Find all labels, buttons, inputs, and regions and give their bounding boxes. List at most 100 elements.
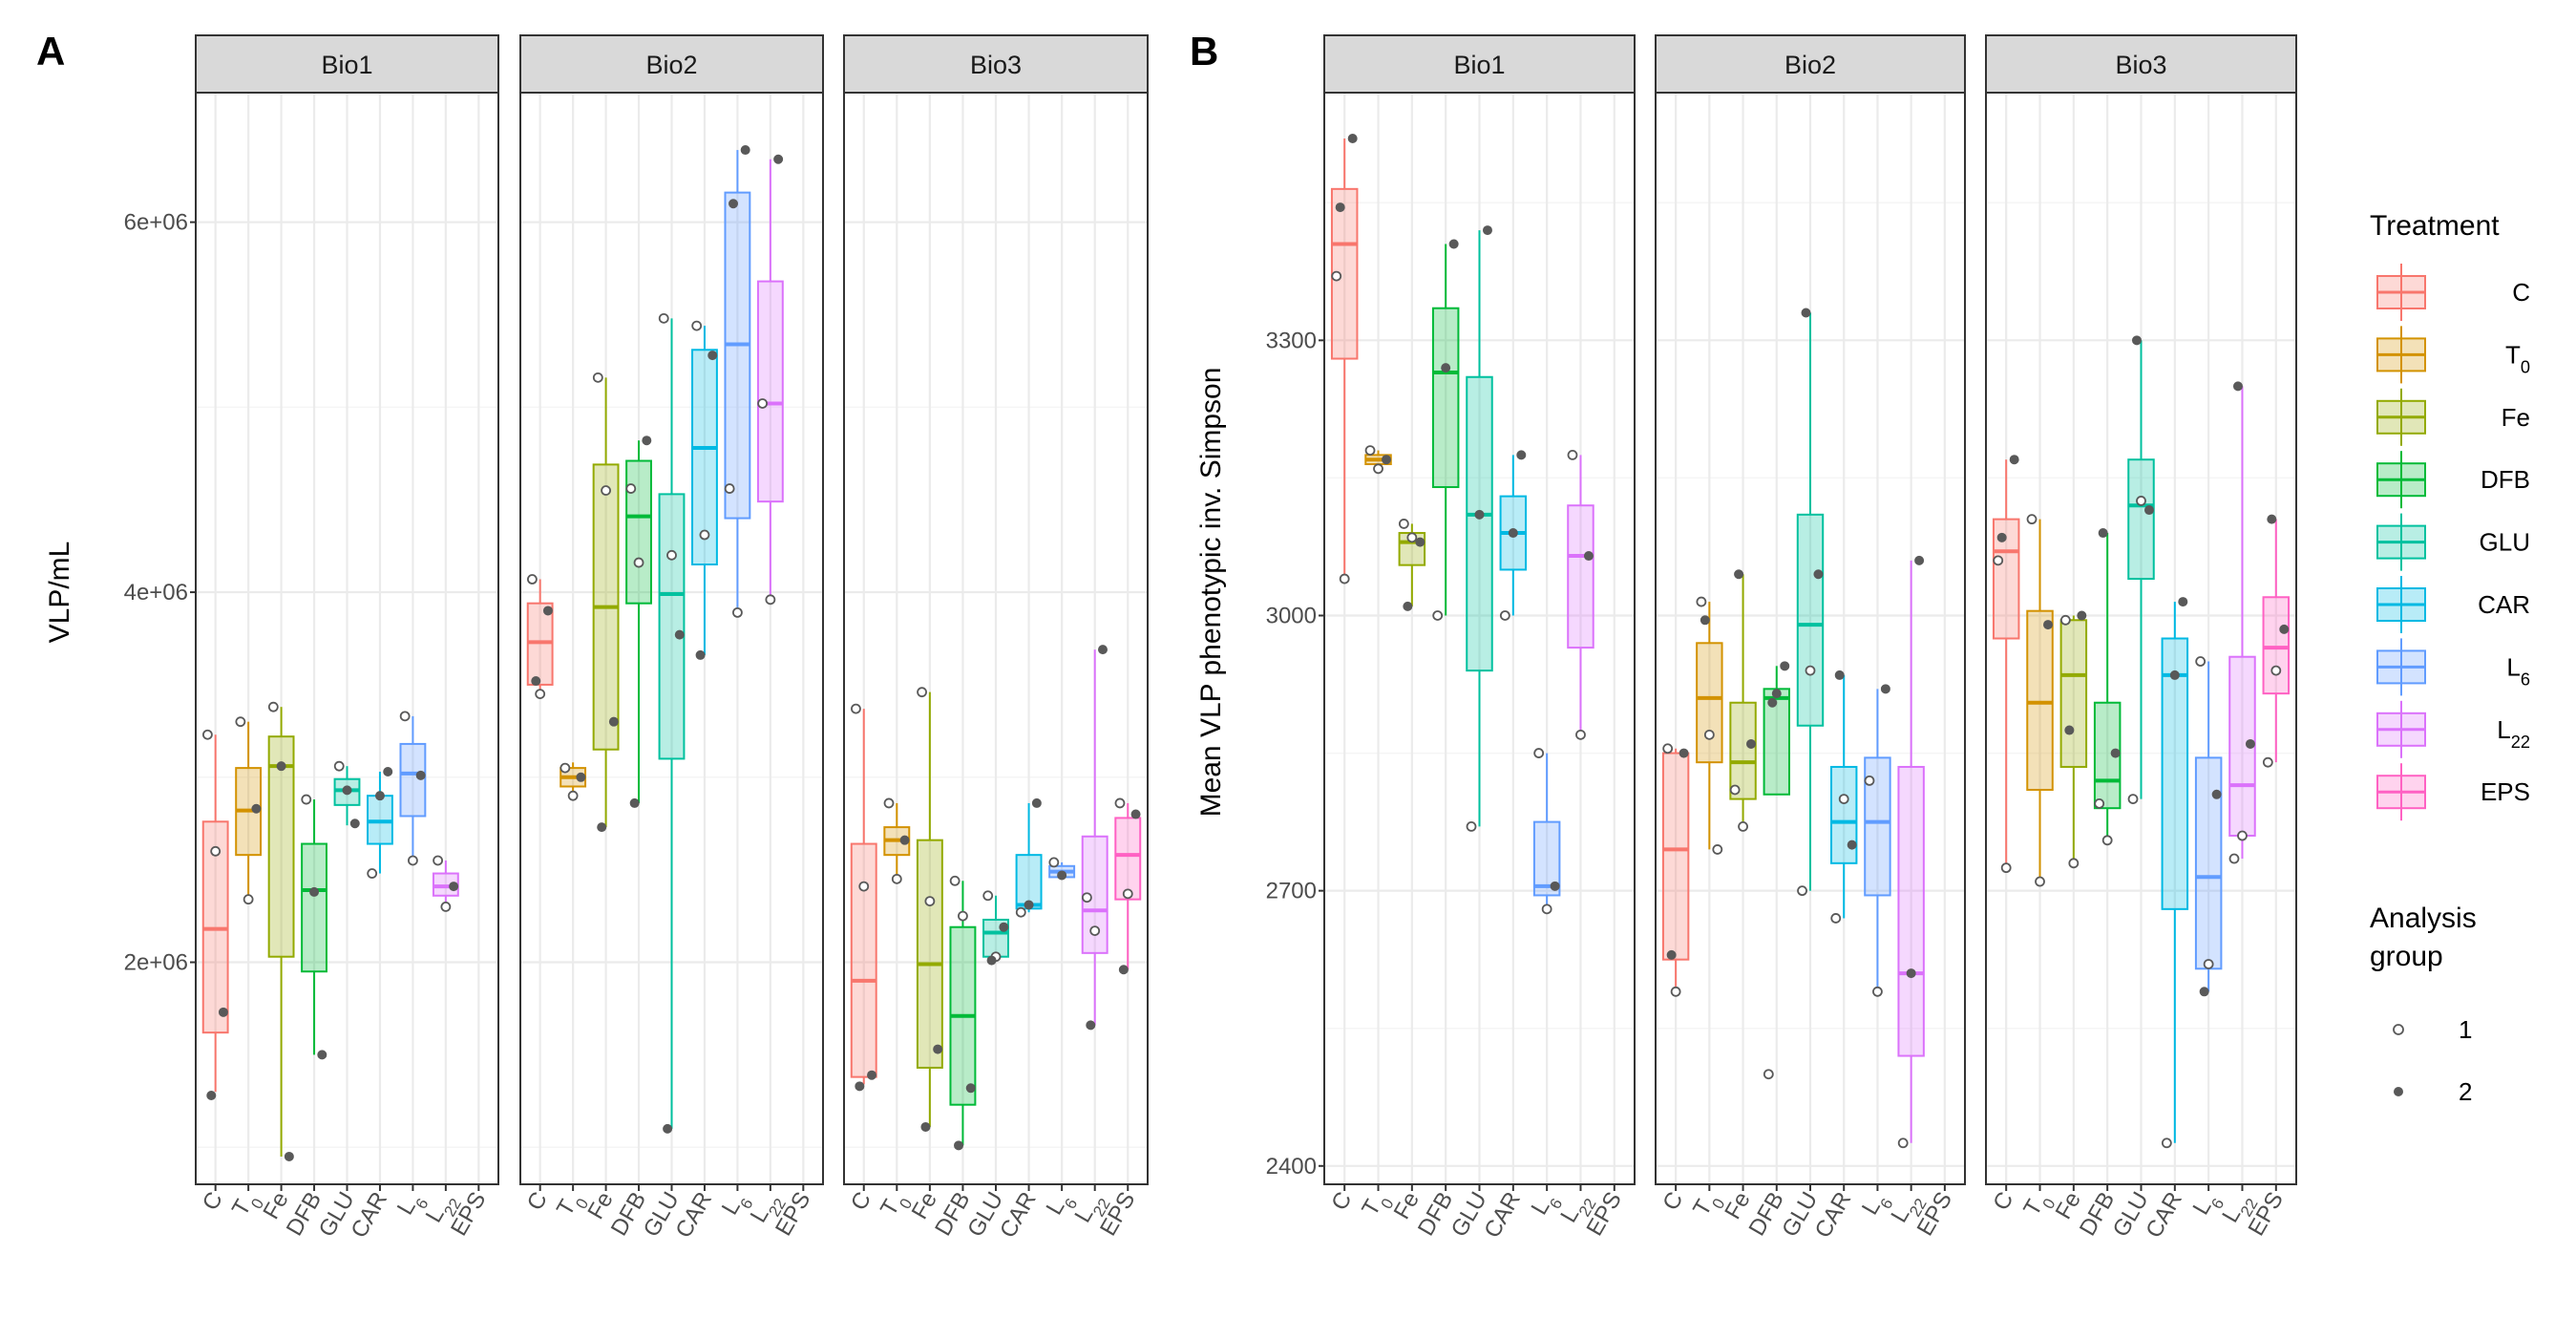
boxplot-DFB (2093, 533, 2122, 840)
point-group-2 (707, 351, 718, 361)
point-group-2 (1780, 661, 1790, 671)
point-group-1 (658, 312, 669, 324)
point-group-2 (642, 436, 652, 446)
point-group-2 (276, 761, 286, 772)
point-group-2 (1130, 809, 1141, 819)
point-group-1 (2203, 959, 2214, 969)
point-group-1 (210, 845, 222, 857)
legend-item-GLU: GLU (2376, 513, 2530, 571)
point-group-1 (1703, 729, 1715, 740)
point-group-2 (1057, 870, 1067, 881)
x-tick-label: EPS (1912, 1188, 1957, 1241)
point-group-2 (1474, 509, 1485, 520)
point-group-2 (2245, 738, 2255, 749)
facet-strip-label: Bio2 (1784, 51, 1836, 79)
point-group-2 (1834, 670, 1845, 680)
box (1729, 701, 1757, 800)
point-group-2 (1031, 797, 1042, 808)
legend-label: Fe (2502, 403, 2530, 432)
point-group-1 (399, 711, 411, 722)
box (1114, 817, 1142, 901)
point-group-2 (2077, 610, 2087, 621)
facet-strip-label: Bio1 (321, 51, 372, 79)
point-group-2 (1771, 689, 1782, 699)
point-group-2 (597, 822, 607, 833)
point-group-1 (1406, 532, 1418, 543)
point-group-1 (1993, 555, 2004, 566)
point-group-2 (2169, 670, 2180, 680)
point-group-1 (2136, 496, 2146, 506)
box (1897, 765, 1925, 1057)
point-group-2 (1097, 645, 1108, 655)
legend-group-item-1: 1 (2393, 1015, 2472, 1044)
point-group-1 (1015, 906, 1026, 918)
point-group-2 (309, 886, 320, 897)
point-group-1 (1830, 913, 1842, 924)
point-group-2 (542, 606, 553, 616)
point-group-2 (986, 955, 997, 966)
point-group-2 (449, 882, 459, 892)
point-group-1 (1729, 784, 1741, 796)
legend-item-C: C (2376, 264, 2530, 321)
point-group-2 (1679, 748, 1689, 758)
point-group-1 (527, 574, 538, 585)
point-group-2 (2178, 597, 2188, 607)
point-group-1 (1364, 445, 1376, 456)
point-group-2 (2211, 789, 2222, 799)
y-tick-label: 2700 (1266, 879, 1317, 904)
boxplot-Fe (2059, 615, 2088, 863)
boxplot-L22 (1897, 560, 1925, 1143)
point-group-2 (1801, 308, 1811, 318)
box (267, 735, 295, 958)
legend-group-title-line1: Analysis (2370, 903, 2477, 934)
point-group-2 (1335, 202, 1345, 213)
point-group-2 (2098, 528, 2108, 539)
point-group-2 (374, 791, 385, 801)
point-group-2 (899, 835, 910, 845)
point-group-1 (917, 687, 927, 698)
facet-strip-label: Bio3 (970, 51, 1022, 79)
point-group-2 (1441, 363, 1451, 373)
legend-item-CAR: CAR (2376, 576, 2530, 633)
boxplot-EPS (2262, 519, 2291, 763)
point-group-2 (965, 1083, 976, 1094)
box (724, 191, 751, 520)
y-tick-label: 3000 (1266, 603, 1317, 628)
point-group-1 (367, 868, 378, 879)
point-group-1 (699, 529, 710, 541)
point-group-1 (1048, 857, 1060, 868)
point-group-2 (1403, 601, 1413, 611)
point-group-2 (695, 649, 706, 660)
point-group-2 (342, 785, 352, 796)
point-group-1 (567, 790, 579, 801)
point-group-1 (592, 372, 603, 383)
point-group-1 (2026, 514, 2038, 525)
x-tick-label: EPS (2244, 1188, 2289, 1241)
point-group-2 (206, 1091, 217, 1101)
point-group-1 (732, 606, 743, 618)
point-group-2 (728, 199, 739, 209)
point-group-2 (2064, 725, 2075, 735)
point-group-1 (267, 701, 279, 712)
x-tick-label: CAR (2141, 1188, 2187, 1243)
facet-strip (1323, 34, 1636, 94)
point-group-1 (924, 896, 936, 906)
point-group-2 (576, 772, 586, 782)
point-group-1 (1082, 892, 1092, 903)
point-group-2 (1024, 900, 1034, 910)
point-group-1 (1738, 821, 1748, 832)
point-group-2 (2279, 624, 2290, 634)
legend-group-title-line2: group (2370, 941, 2443, 972)
point-group-2 (383, 766, 393, 776)
box (850, 842, 877, 1078)
point-group-2 (1734, 569, 1744, 580)
box (1696, 642, 1723, 764)
point-group-1 (2127, 794, 2139, 804)
point-group-1 (1897, 1137, 1909, 1149)
point-group-2 (1516, 450, 1527, 460)
